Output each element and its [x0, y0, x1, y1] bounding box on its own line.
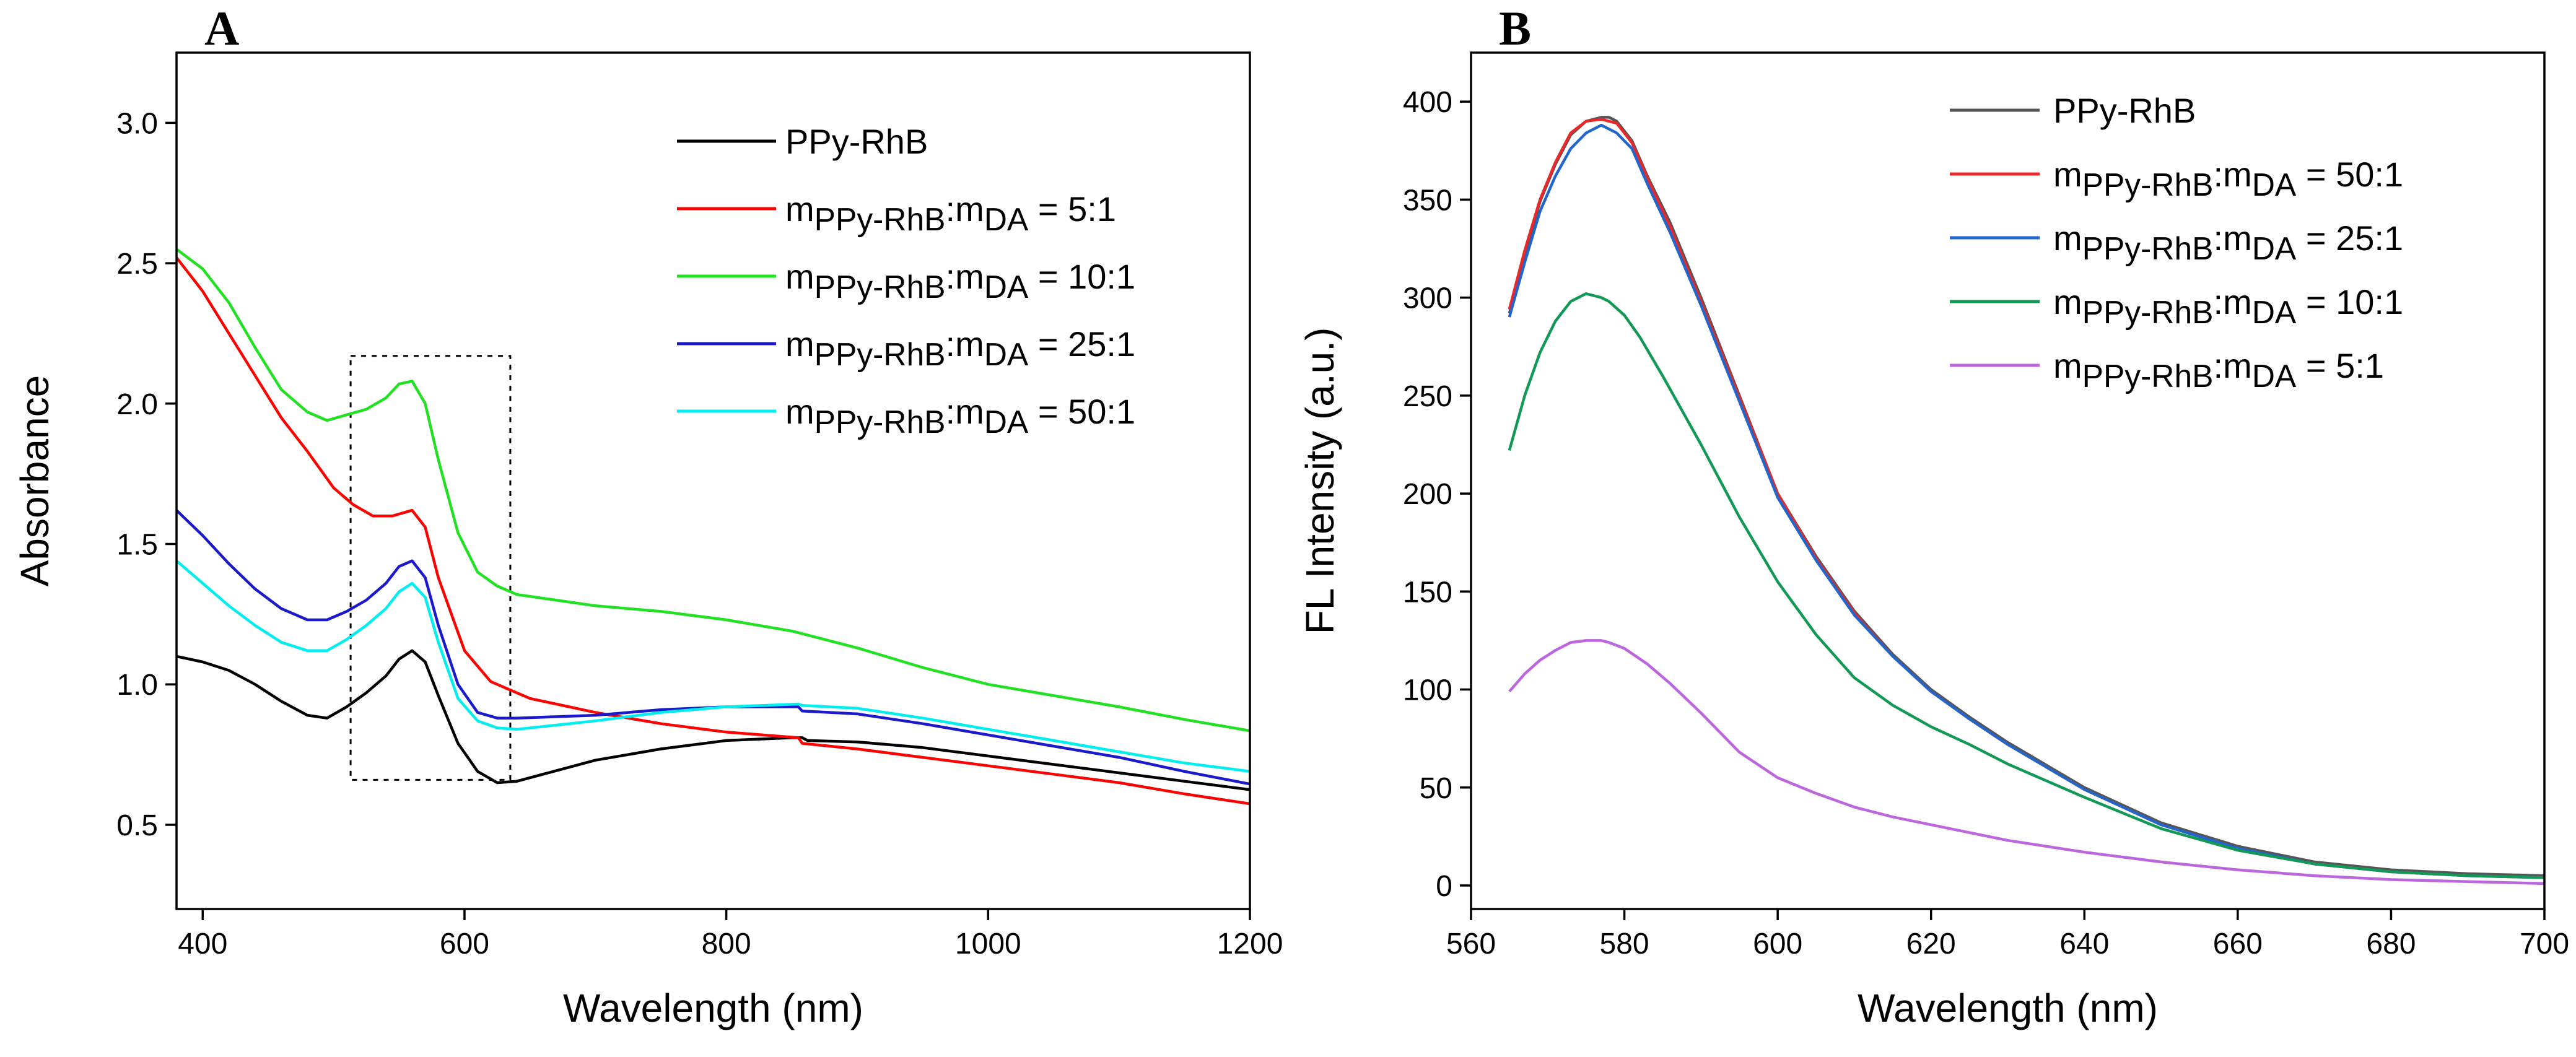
series-line-1 — [177, 649, 1250, 791]
x-tick-label: 560 — [1446, 928, 1496, 960]
y-tick-label: 1.5 — [116, 529, 158, 562]
series-line-2 — [177, 256, 1250, 806]
legend-entry: mPPy-RhB:mDA = 5:1 — [2053, 346, 2384, 394]
y-tick-label: 400 — [1403, 86, 1452, 119]
legend: PPy-RhB mPPy-RhB:mDA = 50:1 mPPy-RhB:mDA =… — [1950, 91, 2403, 394]
x-tick-label: 600 — [1753, 928, 1802, 960]
x-tick-label: 640 — [2059, 928, 2109, 960]
y-axis-label: FL Intensity (a.u.) — [1298, 328, 1342, 635]
y-tick-label: 3.0 — [116, 107, 158, 140]
x-axis-label: Wavelength (nm) — [1858, 986, 2158, 1030]
legend-entry: mPPy-RhB:mDA = 25:1 — [2053, 219, 2403, 266]
y-tick-label: 50 — [1420, 772, 1452, 805]
y-tick-label: 350 — [1403, 184, 1452, 217]
x-tick-label: 600 — [440, 928, 489, 960]
x-tick-label: 680 — [2366, 928, 2416, 960]
panel-letter: A — [204, 1, 239, 55]
plot-frame — [175, 51, 1251, 910]
y-tick-label: 300 — [1403, 282, 1452, 315]
x-tick-label: 660 — [2213, 928, 2263, 960]
panel-letter: B — [1499, 1, 1531, 55]
legend-entry: mPPy-RhB:mDA = 5:1 — [785, 189, 1116, 237]
legend-entry: mPPy-RhB:mDA = 10:1 — [2053, 282, 2403, 330]
x-tick-label: 580 — [1600, 928, 1649, 960]
legend-entry: mPPy-RhB:mDA = 50:1 — [2053, 155, 2403, 202]
y-tick-label: 200 — [1403, 478, 1452, 511]
legend-entry: mPPy-RhB:mDA = 50:1 — [785, 392, 1135, 440]
y-tick-label: 0.5 — [116, 809, 158, 842]
series-line-5 — [177, 559, 1250, 773]
legend: PPy-RhB mPPy-RhB:mDA = 5:1 mPPy-RhB:mDA = … — [677, 122, 1135, 440]
x-tick-label: 800 — [702, 928, 751, 960]
x-tick-label: 1000 — [955, 928, 1021, 960]
legend-entry: mPPy-RhB:mDA = 25:1 — [785, 324, 1135, 372]
y-tick-label: 2.5 — [116, 248, 158, 281]
y-tick-label: 0 — [1436, 870, 1452, 903]
plot-frame — [1470, 51, 2546, 910]
panel-a-absorbance: 400 600 800 1000 1200 0.5 1.0 1.5 2.0 2.5 3.0 Wavel… — [12, 1, 1283, 1030]
series-group — [1508, 116, 2544, 885]
y-tick-label: 2.0 — [116, 388, 158, 421]
panel-b-fluorescence: 560 580 600 620 640 660 680 700 0 50 100 150 200 250 3… — [1298, 1, 2569, 1030]
series-line-5 — [1508, 639, 2544, 885]
series-line-4 — [1508, 292, 2544, 879]
y-tick-label: 150 — [1403, 576, 1452, 609]
series-group — [177, 248, 1250, 806]
legend-entry: mPPy-RhB:mDA = 10:1 — [785, 257, 1135, 305]
series-line-4 — [177, 509, 1250, 786]
series-line-3 — [177, 248, 1250, 733]
y-tick-label: 1.0 — [116, 669, 158, 702]
x-tick-label: 620 — [1906, 928, 1956, 960]
series-line-3 — [1508, 123, 2544, 879]
x-tick-label: 700 — [2520, 928, 2569, 960]
y-tick-label: 100 — [1403, 674, 1452, 707]
zoom-annotation-box — [349, 355, 512, 781]
y-axis-label: Absorbance — [12, 375, 57, 587]
legend-entry: PPy-RhB — [2053, 91, 2196, 130]
legend-entry: PPy-RhB — [785, 122, 928, 161]
y-tick-label: 250 — [1403, 380, 1452, 413]
x-tick-label: 1200 — [1217, 928, 1283, 960]
x-axis-label: Wavelength (nm) — [563, 986, 863, 1030]
x-tick-label: 400 — [178, 928, 227, 960]
